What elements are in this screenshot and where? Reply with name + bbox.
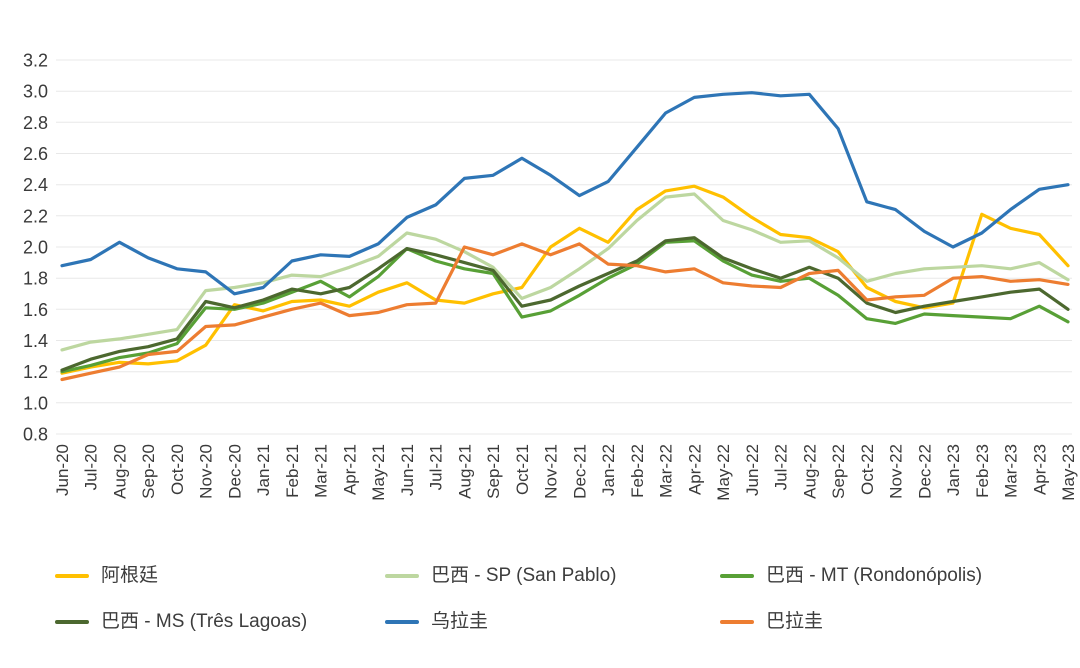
- x-tick-label: Mar-22: [657, 444, 676, 498]
- y-axis-labels: 3.2 3.0 2.8 2.6 2.4 2.2 2.0 1.8 1.6 1.4 1.2 1.0 0.8: [23, 51, 48, 445]
- x-tick-label: May-23: [1059, 444, 1078, 501]
- y-tick-label: 1.2: [23, 362, 48, 382]
- x-tick-label: Dec-22: [915, 444, 934, 499]
- y-tick-label: 1.4: [23, 331, 48, 351]
- legend-item: 巴拉圭: [720, 608, 823, 636]
- y-tick-label: 2.4: [23, 175, 48, 195]
- x-tick-label: May-21: [369, 444, 388, 501]
- legend-swatch: [720, 574, 754, 578]
- x-tick-label: Jul-20: [82, 444, 101, 490]
- x-tick-label: Feb-21: [283, 444, 302, 498]
- x-tick-label: Apr-23: [1030, 444, 1049, 495]
- x-tick-label: Feb-22: [628, 444, 647, 498]
- x-tick-label: Jan-22: [599, 444, 618, 496]
- x-tick-label: Aug-22: [800, 444, 819, 499]
- y-tick-label: 1.8: [23, 269, 48, 289]
- x-tick-label: Dec-21: [570, 444, 589, 499]
- x-tick-label: Jul-22: [772, 444, 791, 490]
- x-tick-label: Aug-20: [111, 444, 130, 499]
- x-tick-label: Mar-23: [1002, 444, 1021, 498]
- y-tick-label: 1.6: [23, 300, 48, 320]
- y-tick-label: 2.6: [23, 144, 48, 164]
- x-tick-label: Nov-22: [887, 444, 906, 499]
- legend-label: 阿根廷: [101, 565, 159, 586]
- x-tick-label: May-22: [714, 444, 733, 501]
- series-line-乌拉圭: [60, 91, 1070, 296]
- legend-item: 巴西 - SP (San Pablo): [385, 562, 617, 590]
- plot-svg: 3.23.02.82.62.42.22.01.81.61.41.21.00.8J…: [23, 51, 1078, 501]
- x-tick-label: Jun-21: [398, 444, 417, 496]
- legend-swatch: [55, 620, 89, 624]
- y-tick-label: 0.8: [23, 425, 48, 445]
- legend-label: 巴西 - MS (Três Lagoas): [101, 611, 308, 632]
- series-lines: [60, 91, 1070, 382]
- x-tick-label: Jun-22: [743, 444, 762, 496]
- legend-label: 巴拉圭: [766, 611, 824, 632]
- legend-label: 乌拉圭: [431, 611, 489, 632]
- y-tick-label: 2.0: [23, 238, 48, 258]
- x-tick-label: Oct-21: [513, 444, 532, 495]
- x-tick-label: Sep-21: [484, 444, 503, 499]
- x-tick-label: Nov-21: [542, 444, 561, 499]
- x-tick-label: Oct-20: [168, 444, 187, 495]
- legend-item: 巴西 - MT (Rondonópolis): [720, 562, 982, 590]
- x-tick-label: Apr-21: [340, 444, 359, 495]
- series-line-巴西 - SP (San Pablo): [60, 192, 1070, 352]
- y-tick-label: 2.8: [23, 113, 48, 133]
- legend-item: 巴西 - MS (Três Lagoas): [55, 608, 307, 636]
- y-tick-label: 3.2: [23, 51, 48, 71]
- legend-swatch: [720, 620, 754, 624]
- series-line-阿根廷: [60, 184, 1070, 375]
- legend-swatch: [55, 574, 89, 578]
- gridlines: [56, 59, 1072, 435]
- x-tick-label: Oct-22: [858, 444, 877, 495]
- x-tick-label: Aug-21: [455, 444, 474, 499]
- legend-item: 阿根廷: [55, 562, 158, 590]
- x-tick-label: Jan-21: [254, 444, 273, 496]
- x-tick-label: Dec-20: [226, 444, 245, 499]
- y-tick-label: 3.0: [23, 82, 48, 102]
- series-line-巴西 - MT (Rondonópolis): [60, 239, 1070, 374]
- y-tick-label: 1.0: [23, 393, 48, 413]
- legend-label: 巴西 - MT (Rondonópolis): [766, 565, 983, 586]
- x-tick-label: Jun-20: [53, 444, 72, 496]
- series-line-巴西 - MS (Três Lagoas): [60, 236, 1070, 372]
- x-tick-label: Sep-20: [139, 444, 158, 499]
- x-tick-label: Feb-23: [973, 444, 992, 498]
- x-tick-label: Apr-22: [685, 444, 704, 495]
- x-tick-label: Nov-20: [197, 444, 216, 499]
- x-tick-label: Sep-22: [829, 444, 848, 499]
- series-line-巴拉圭: [60, 242, 1070, 382]
- x-axis-labels: Jun-20 Jul-20 Aug-20 Sep-20 Oct-20 Nov-20 Dec-…: [53, 444, 1078, 501]
- x-tick-label: Jan-23: [944, 444, 963, 496]
- y-tick-label: 2.2: [23, 206, 48, 226]
- legend-swatch: [385, 574, 419, 578]
- legend-swatch: [385, 620, 419, 624]
- legend-item: 乌拉圭: [385, 608, 488, 636]
- x-tick-label: Mar-21: [312, 444, 331, 498]
- x-tick-label: Jul-21: [427, 444, 446, 490]
- legend-label: 巴西 - SP (San Pablo): [431, 565, 617, 586]
